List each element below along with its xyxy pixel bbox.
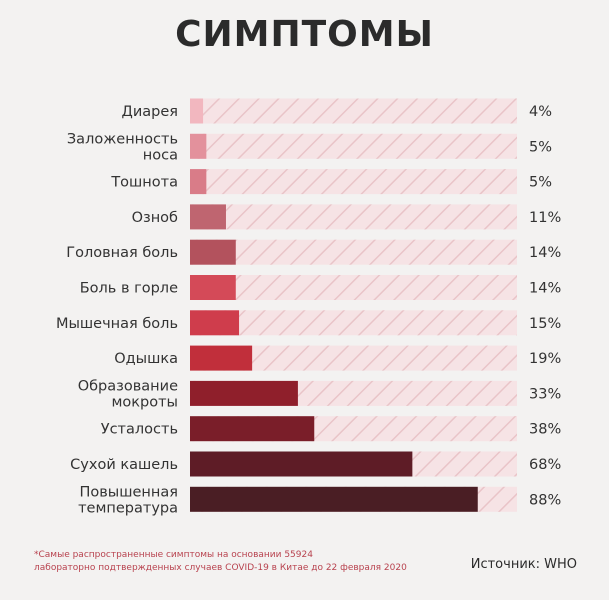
category-label: Боль в горле — [80, 281, 178, 297]
bar — [190, 204, 226, 230]
category-label-line: Повышенная — [79, 484, 178, 500]
chart-title: СИМПТОМЫ — [175, 14, 434, 55]
category-label-line: Усталость — [101, 422, 178, 438]
bar-row: Усталость 38% — [101, 416, 561, 442]
bar-row: Повышенная температура 88% — [78, 484, 561, 516]
category-label: Головная боль — [66, 245, 178, 261]
value-label: 5% — [529, 139, 552, 155]
bar-row: Диарея 4% — [122, 98, 552, 124]
bar-row: Заложенность носа 5% — [67, 131, 552, 163]
value-label: 68% — [529, 457, 561, 473]
value-label: 88% — [529, 492, 561, 508]
bar-row: Одышка 19% — [114, 345, 561, 371]
category-label-line: Озноб — [132, 210, 178, 226]
category-label-line: мокроты — [111, 394, 178, 410]
category-label: Сухой кашель — [70, 457, 178, 473]
category-label: Тошнота — [110, 175, 178, 191]
category-label-line: Заложенность — [67, 131, 178, 147]
value-label: 4% — [529, 104, 552, 120]
category-label-line: Боль в горле — [80, 281, 178, 297]
value-label: 14% — [529, 245, 561, 261]
bar — [190, 275, 236, 300]
category-label-line: Мышечная боль — [56, 316, 178, 332]
category-label-line: Образование — [78, 378, 178, 394]
bar-row: Мышечная боль 15% — [56, 310, 561, 336]
bar — [190, 98, 204, 124]
value-label: 15% — [529, 316, 561, 332]
category-label: Мышечная боль — [56, 316, 178, 332]
bar-track-hatch — [190, 204, 517, 230]
bar — [190, 416, 315, 442]
category-label: Озноб — [132, 210, 178, 226]
bar-track-hatch — [190, 98, 517, 124]
bar-track-hatch — [190, 169, 517, 195]
value-label: 38% — [529, 422, 561, 438]
bar — [190, 345, 253, 371]
category-label: Заложенность носа — [67, 131, 178, 163]
bar-track-hatch — [190, 239, 517, 265]
symptoms-bar-chart: Диарея 4% Заложенность носа 5% Тошнота 5% Озноб… — [56, 98, 562, 516]
category-label-line: Диарея — [122, 104, 179, 120]
category-label: Диарея — [122, 104, 179, 120]
category-label-line: Сухой кашель — [70, 457, 178, 473]
value-label: 14% — [529, 281, 561, 297]
bar — [190, 380, 298, 406]
category-label: Образование мокроты — [78, 378, 178, 410]
value-label: 5% — [529, 175, 552, 191]
bar-row: Сухой кашель 68% — [70, 451, 561, 477]
bar-track-hatch — [190, 310, 517, 336]
footnote-line-2: лабораторно подтвержденных случаев COVID… — [34, 563, 407, 573]
bar — [190, 169, 207, 195]
category-label-line: температура — [78, 500, 178, 516]
category-label-line: Головная боль — [66, 245, 178, 261]
bar — [190, 310, 240, 336]
bar — [190, 451, 413, 477]
value-label: 19% — [529, 351, 561, 367]
footnote: *Самые распространенные симптомы на осно… — [34, 549, 454, 575]
bar-track-hatch — [190, 275, 517, 300]
value-label: 11% — [529, 210, 561, 226]
category-label-line: Одышка — [114, 351, 178, 367]
bar-track-hatch — [190, 133, 517, 159]
category-label: Одышка — [114, 351, 178, 367]
bar — [190, 133, 207, 159]
value-label: 33% — [529, 386, 561, 402]
bar-row: Озноб 11% — [132, 204, 561, 230]
bar-row: Образование мокроты 33% — [78, 378, 562, 410]
bar — [190, 486, 478, 512]
category-label-line: Тошнота — [110, 175, 178, 191]
source-label: Источник: WHO — [470, 557, 577, 572]
category-label-line: носа — [143, 147, 178, 163]
category-label: Повышенная температура — [78, 484, 178, 516]
category-label: Усталость — [101, 422, 178, 438]
bar-row: Головная боль 14% — [66, 239, 561, 265]
bar — [190, 239, 236, 265]
footnote-line-1: *Самые распространенные симптомы на осно… — [34, 550, 313, 560]
bar-row: Боль в горле 14% — [80, 275, 561, 300]
bar-row: Тошнота 5% — [110, 169, 552, 195]
